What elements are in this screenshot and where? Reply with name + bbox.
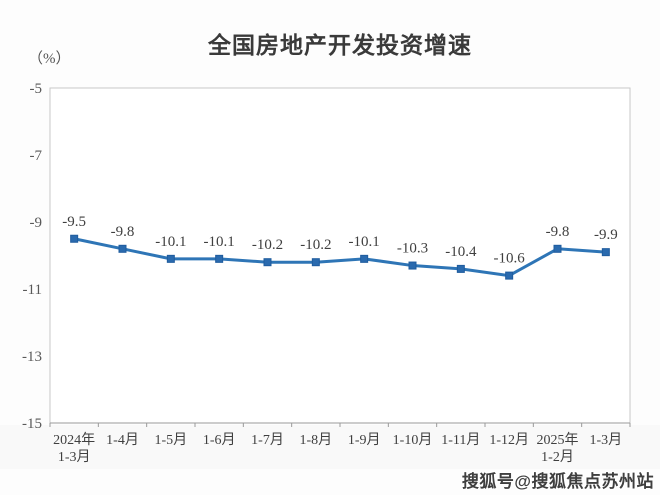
x-axis-tick-label: 2024年 1-3月 bbox=[53, 432, 95, 465]
data-point-label: -10.1 bbox=[204, 234, 235, 250]
data-point-label: -10.4 bbox=[445, 244, 477, 260]
y-axis-tick-label: -9 bbox=[30, 215, 43, 231]
x-axis-tick-label: 1-5月 bbox=[154, 432, 187, 448]
data-point-label: -10.3 bbox=[397, 241, 428, 257]
x-axis-tick-label: 1-8月 bbox=[299, 432, 332, 448]
data-point-marker bbox=[311, 258, 320, 267]
data-point-label: -9.8 bbox=[111, 224, 135, 240]
x-axis-tick-label: 1-7月 bbox=[251, 432, 284, 448]
x-axis-tick-label: 2025年 1-2月 bbox=[537, 432, 579, 465]
data-point-marker bbox=[553, 244, 562, 253]
watermark: 搜狐号@搜狐焦点苏州站 bbox=[461, 472, 654, 491]
data-point-label: -10.6 bbox=[494, 251, 526, 267]
y-axis-tick-label: -11 bbox=[23, 282, 42, 298]
data-point-label: -9.8 bbox=[546, 224, 570, 240]
data-point-label: -10.1 bbox=[155, 234, 186, 250]
data-point-marker bbox=[166, 254, 175, 263]
data-point-marker bbox=[70, 234, 79, 243]
data-point-marker bbox=[505, 271, 514, 280]
chart-title: 全国房地产开发投资增速 bbox=[208, 32, 472, 58]
data-point-label: -10.2 bbox=[300, 237, 331, 253]
x-axis-tick-label: 1-10月 bbox=[393, 432, 433, 448]
x-axis-tick-label: 1-6月 bbox=[203, 432, 236, 448]
data-point-label: -9.5 bbox=[62, 214, 86, 230]
data-point-marker bbox=[118, 244, 127, 253]
plot-border bbox=[49, 87, 631, 424]
x-axis-tick-label: 1-3月 bbox=[589, 432, 622, 448]
y-axis-tick-label: -15 bbox=[22, 416, 42, 432]
data-point-marker bbox=[601, 248, 610, 257]
data-point-marker bbox=[456, 264, 465, 273]
data-point-marker bbox=[215, 254, 224, 263]
background-band bbox=[0, 425, 660, 469]
y-axis-unit-label: （%） bbox=[28, 51, 71, 67]
data-point-marker bbox=[263, 258, 272, 267]
x-axis-tick-label: 1-11月 bbox=[441, 432, 480, 448]
x-axis-tick-label: 1-12月 bbox=[489, 432, 529, 448]
y-axis-tick-label: -13 bbox=[22, 349, 42, 365]
y-axis-tick-label: -7 bbox=[30, 148, 43, 164]
data-point-label: -10.2 bbox=[252, 237, 283, 253]
data-point-label: -9.9 bbox=[594, 227, 618, 243]
x-axis-tick-label: 1-4月 bbox=[106, 432, 139, 448]
data-point-marker bbox=[360, 254, 369, 263]
data-line bbox=[72, 237, 608, 278]
data-point-marker bbox=[408, 261, 417, 270]
x-axis-tick-label: 1-9月 bbox=[348, 432, 381, 448]
y-axis-tick-label: -5 bbox=[30, 81, 43, 97]
data-point-label: -10.1 bbox=[349, 234, 380, 250]
